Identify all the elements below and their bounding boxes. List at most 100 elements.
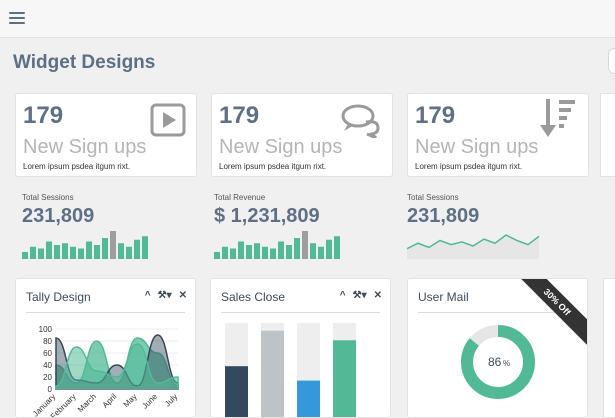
metric-label: Total Sessions xyxy=(407,193,459,202)
spark-bar xyxy=(118,243,124,259)
spark-bar xyxy=(38,248,44,259)
bar xyxy=(225,366,248,417)
panel-tools: ^ ⚒▾ ✕ xyxy=(138,290,187,301)
spark-bar xyxy=(70,246,76,259)
panel-sales: Sales Close ^ ⚒▾ ✕ xyxy=(210,278,391,418)
close-icon[interactable]: ✕ xyxy=(373,290,382,301)
metric-sessions: Total Sessions 231,809 xyxy=(22,193,207,263)
stat-number: 179 xyxy=(23,102,64,129)
bar xyxy=(333,340,356,417)
spark-bar xyxy=(302,231,308,259)
y-tick-label: 80 xyxy=(43,337,52,346)
spark-bar xyxy=(126,246,132,259)
y-tick-label: 40 xyxy=(43,361,52,370)
donut-percent-sign: % xyxy=(503,359,510,368)
page-title: Widget Designs xyxy=(13,52,156,73)
wrench-icon[interactable]: ⚒▾ xyxy=(157,290,172,301)
metric-value: 231,809 xyxy=(22,205,95,227)
stat-card-1: 179 New Sign ups Lorem ipsum psdea itgum… xyxy=(15,93,197,177)
x-tick-label: July xyxy=(163,392,179,408)
spark-bar xyxy=(286,245,292,259)
top-bar xyxy=(0,0,615,38)
sparkbar-chart xyxy=(22,231,148,259)
sparkbar-chart xyxy=(214,231,340,259)
spark-bar xyxy=(214,252,220,259)
collapse-icon[interactable]: ^ xyxy=(339,290,346,301)
spark-bar xyxy=(94,245,100,259)
divider xyxy=(26,312,185,313)
spark-bar xyxy=(238,241,244,259)
donut-percent: 86 xyxy=(488,355,502,369)
metric-value: $ 1,231,809 xyxy=(214,205,320,227)
spark-bar xyxy=(142,236,148,259)
divider xyxy=(221,312,380,313)
spark-bar xyxy=(62,243,68,259)
sparkline-chart xyxy=(407,234,540,259)
stat-subtext: Lorem ipsum psdea itgum rixt. xyxy=(415,162,523,171)
metric-value: 231,809 xyxy=(407,205,480,227)
spark-bar xyxy=(262,246,268,259)
spark-bar xyxy=(270,248,276,259)
spark-bar xyxy=(110,231,116,259)
panel-mail: User Mail 30% Off 86 % xyxy=(407,278,588,418)
spark-bar xyxy=(102,238,108,259)
divider xyxy=(418,312,577,313)
spark-bar xyxy=(78,248,84,259)
spark-bar xyxy=(134,239,140,259)
panel-title: User Mail xyxy=(418,290,469,304)
stat-label: New Sign ups xyxy=(219,136,343,158)
panel-tally: Tally Design ^ ⚒▾ ✕ 100 80 60 40 20 0 January Feb… xyxy=(15,278,196,418)
spark-bar xyxy=(54,245,60,259)
spark-bar xyxy=(326,239,332,259)
stat-card-partial xyxy=(600,93,615,177)
collapse-icon[interactable]: ^ xyxy=(144,290,151,301)
x-tick-label: March xyxy=(76,392,98,414)
area-series xyxy=(55,343,179,390)
stat-label: New Sign ups xyxy=(415,136,539,158)
x-tick-label: June xyxy=(140,392,159,411)
y-tick-label: 20 xyxy=(43,373,52,382)
spark-bar xyxy=(230,248,236,259)
play-icon xyxy=(150,103,186,137)
spark-bar xyxy=(278,241,284,259)
spark-bar xyxy=(310,243,316,259)
spark-bar xyxy=(294,238,300,259)
stat-number: 179 xyxy=(415,102,456,129)
y-tick-label: 0 xyxy=(48,385,53,394)
chat-bubbles-icon xyxy=(341,104,380,138)
stat-card-3: 179 New Sign ups Lorem ipsum psdea itgum… xyxy=(407,93,589,177)
metric-label: Total Sessions xyxy=(22,193,74,202)
panel-partial xyxy=(603,278,615,418)
stat-number: 179 xyxy=(219,102,260,129)
x-tick-label: April xyxy=(101,392,119,410)
donut-arc xyxy=(461,325,535,399)
metric-label: Total Revenue xyxy=(214,193,266,202)
bar xyxy=(261,330,284,417)
spark-line xyxy=(407,234,540,250)
close-icon[interactable]: ✕ xyxy=(178,290,187,301)
stat-label: New Sign ups xyxy=(23,136,147,158)
y-tick-label: 100 xyxy=(39,325,53,334)
panel-title: Sales Close xyxy=(221,290,286,304)
spark-bar xyxy=(318,246,324,259)
stat-subtext: Lorem ipsum psdea itgum rixt. xyxy=(23,162,131,171)
bar-chart xyxy=(225,323,356,417)
bar xyxy=(297,380,320,417)
spark-bar xyxy=(222,246,228,259)
stat-subtext: Lorem ipsum psdea itgum rixt. xyxy=(219,162,327,171)
stat-card-2: 179 New Sign ups Lorem ipsum psdea itgum… xyxy=(211,93,393,177)
spark-bar xyxy=(46,241,52,259)
spark-bar xyxy=(86,241,92,259)
spark-bar xyxy=(30,246,36,259)
sort-descending-icon xyxy=(540,99,575,137)
y-tick-label: 60 xyxy=(43,349,52,358)
hamburger-menu-icon[interactable] xyxy=(9,12,25,26)
metric-sessions-2: Total Sessions 231,809 xyxy=(407,193,592,263)
donut-chart: 86 % xyxy=(461,325,535,399)
wrench-icon[interactable]: ⚒▾ xyxy=(352,290,367,301)
metric-revenue: Total Revenue $ 1,231,809 xyxy=(214,193,399,263)
panel-title: Tally Design xyxy=(26,290,91,304)
x-tick-label: May xyxy=(122,392,139,409)
edge-button[interactable] xyxy=(608,48,615,74)
